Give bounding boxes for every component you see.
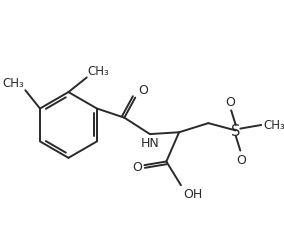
Text: OH: OH	[183, 187, 202, 200]
Text: S: S	[231, 124, 241, 138]
Text: HN: HN	[141, 136, 159, 149]
Text: CH₃: CH₃	[263, 119, 284, 132]
Text: O: O	[138, 84, 148, 96]
Text: CH₃: CH₃	[3, 77, 24, 90]
Text: O: O	[236, 154, 246, 166]
Text: CH₃: CH₃	[88, 64, 109, 77]
Text: O: O	[133, 160, 143, 173]
Text: O: O	[225, 95, 235, 108]
